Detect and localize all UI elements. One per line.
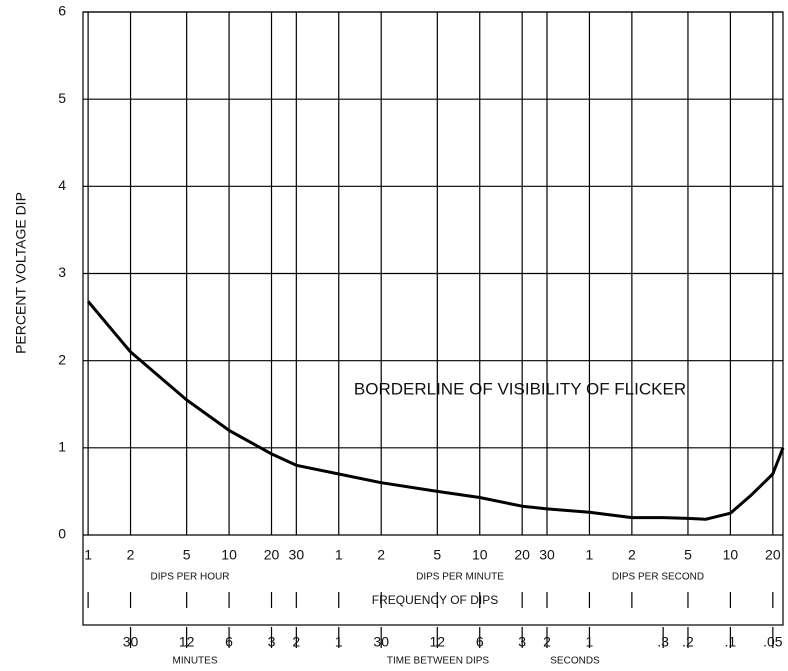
x-tick-label: 1 [586, 547, 594, 563]
x2-tick-label: .2 [682, 634, 694, 650]
x-tick-label: 30 [289, 547, 305, 563]
group-label: DIPS PER HOUR [151, 572, 230, 583]
x-tick-label: 2 [628, 547, 636, 563]
x-tick-label: 5 [183, 547, 191, 563]
x-axis-label: FREQUENCY OF DIPS [372, 593, 498, 607]
x2-tick-label: 3 [518, 634, 526, 650]
frame [82, 11, 784, 626]
y-axis-label: PERCENT VOLTAGE DIP [13, 192, 29, 354]
x2-tick-label: 30 [123, 634, 139, 650]
y-tick-label: 6 [58, 3, 66, 19]
x-tick-label: 1 [84, 547, 92, 563]
x2-tick-label: .3 [657, 634, 669, 650]
x-tick-label: 10 [221, 547, 237, 563]
y-tick-label: 2 [58, 351, 66, 367]
annotation: BORDERLINE OF VISIBILITY OF FLICKER [354, 379, 686, 398]
x2-tick-label: 1 [335, 634, 343, 650]
group-label: MINUTES [173, 656, 218, 667]
x-tick-label: 10 [723, 547, 739, 563]
y-tick-label: 4 [58, 177, 66, 193]
group-label: SECONDS [550, 656, 600, 667]
x2-axis-label: TIME BETWEEN DIPS [387, 656, 490, 667]
x-tick-label: 5 [433, 547, 441, 563]
x2-tick-label: 3 [268, 634, 276, 650]
y-tick-label: 0 [58, 526, 66, 542]
x-tick-label: 20 [264, 547, 280, 563]
curve [86, 300, 785, 521]
group-label: DIPS PER SECOND [612, 572, 704, 583]
y-tick-label: 1 [58, 439, 66, 455]
x-tick-label: 5 [684, 547, 692, 563]
x2-tick-label: 30 [373, 634, 389, 650]
y-tick-label: 3 [58, 264, 66, 280]
x2-tick-label: 2 [543, 634, 551, 650]
x2-tick-label: .1 [725, 634, 737, 650]
x2-tick-label: 6 [476, 634, 484, 650]
x2-tick-label: 2 [292, 634, 300, 650]
x-tick-label: 30 [539, 547, 555, 563]
x-tick-label: 2 [377, 547, 385, 563]
x2-tick-label: .05 [763, 634, 783, 650]
x-tick-label: 20 [765, 547, 781, 563]
x2-tick-label: 12 [179, 634, 195, 650]
x2-tick-label: 12 [430, 634, 446, 650]
group-label: DIPS PER MINUTE [416, 572, 504, 583]
x-tick-label: 10 [472, 547, 488, 563]
x-tick-label: 2 [127, 547, 135, 563]
x-tick-label: 1 [335, 547, 343, 563]
x2-tick-label: 1 [586, 634, 594, 650]
x2-tick-label: 6 [225, 634, 233, 650]
y-tick-label: 5 [58, 90, 66, 106]
x-tick-label: 20 [514, 547, 530, 563]
